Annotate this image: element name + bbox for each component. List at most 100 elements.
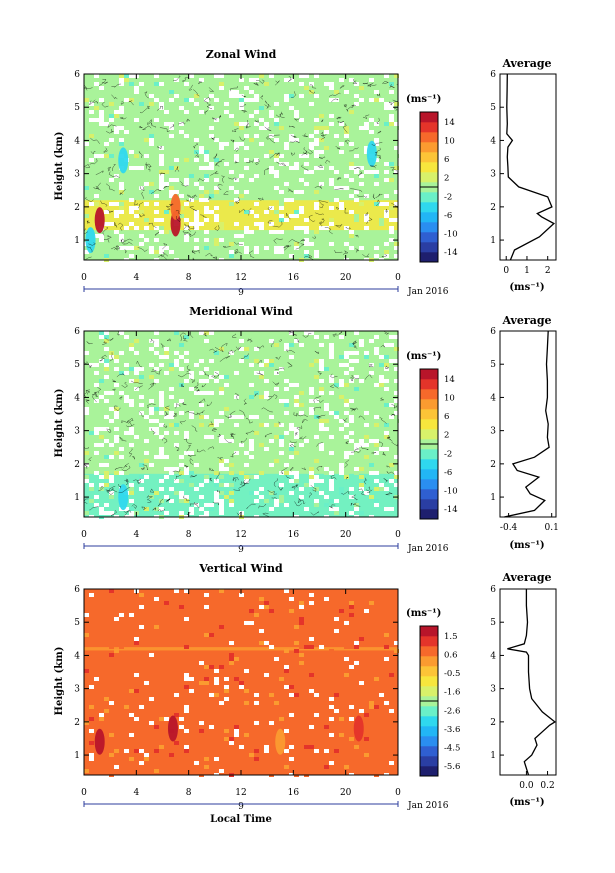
heatmap-missing-cell <box>129 733 134 737</box>
heatmap-cell <box>244 641 249 645</box>
heatmap-missing-cell <box>99 122 104 126</box>
heatmap-cell <box>249 475 254 479</box>
heatmap-missing-cell <box>159 395 164 399</box>
heatmap-missing-cell <box>389 343 394 347</box>
heatmap-cell <box>359 693 364 697</box>
heatmap-missing-cell <box>374 246 379 250</box>
heatmap-missing-cell <box>339 122 344 126</box>
heatmap-missing-cell <box>209 391 214 395</box>
heatmap-cell <box>259 114 264 118</box>
heatmap-cell <box>359 86 364 90</box>
heatmap-missing-cell <box>159 451 164 455</box>
heatmap-cell <box>179 343 184 347</box>
heatmap-missing-cell <box>154 431 159 435</box>
colorbar-tick-label: -2 <box>444 192 452 202</box>
heatmap-cell <box>164 230 169 234</box>
heatmap-missing-cell <box>174 351 179 355</box>
heatmap-cell <box>394 347 399 351</box>
heatmap-missing-cell <box>224 483 229 487</box>
heatmap-missing-cell <box>254 202 259 206</box>
heatmap-missing-cell <box>174 443 179 447</box>
heatmap-missing-cell <box>164 717 169 721</box>
average-profile-line <box>506 73 556 261</box>
heatmap-missing-cell <box>114 126 119 130</box>
heatmap-missing-cell <box>344 90 349 94</box>
y-tick-label: 3 <box>74 427 80 437</box>
heatmap-missing-cell <box>354 198 359 202</box>
colorbar-swatch <box>420 172 438 183</box>
heatmap-missing-cell <box>109 118 114 122</box>
heatmap-cell <box>389 178 394 182</box>
heatmap-cell <box>374 705 379 709</box>
heatmap-missing-cell <box>194 218 199 222</box>
heatmap-missing-cell <box>219 419 224 423</box>
heatmap-missing-cell <box>369 118 374 122</box>
heatmap-missing-cell <box>384 74 389 78</box>
heatmap-missing-cell <box>209 126 214 130</box>
heatmap-missing-cell <box>314 499 319 503</box>
heatmap-cell <box>199 194 204 198</box>
heatmap-missing-cell <box>204 435 209 439</box>
heatmap-missing-cell <box>394 367 399 371</box>
heatmap-missing-cell <box>314 206 319 210</box>
heatmap-missing-cell <box>289 214 294 218</box>
heatmap-missing-cell <box>339 335 344 339</box>
heatmap-cell <box>269 491 274 495</box>
heatmap-cell <box>349 234 354 238</box>
heatmap-missing-cell <box>129 427 134 431</box>
heatmap-missing-cell <box>234 154 239 158</box>
heatmap-missing-cell <box>389 90 394 94</box>
x-tick-label: 8 <box>186 530 192 540</box>
heatmap-missing-cell <box>284 685 289 689</box>
heatmap-cell <box>214 158 219 162</box>
heatmap-missing-cell <box>244 250 249 254</box>
heatmap-missing-cell <box>284 431 289 435</box>
heatmap-missing-cell <box>119 471 124 475</box>
heatmap-missing-cell <box>114 214 119 218</box>
heatmap-missing-cell <box>199 359 204 363</box>
heatmap-missing-cell <box>89 593 94 597</box>
heatmap-missing-cell <box>364 443 369 447</box>
heatmap-missing-cell <box>229 641 234 645</box>
heatmap-cell <box>354 387 359 391</box>
heatmap-cell <box>329 649 334 653</box>
heatmap-missing-cell <box>209 331 214 335</box>
heatmap-missing-cell <box>349 419 354 423</box>
heatmap-missing-cell <box>179 130 184 134</box>
vertical-date-label: Jan 2016 <box>407 801 449 811</box>
heatmap-missing-cell <box>179 194 184 198</box>
heatmap-cell <box>274 463 279 467</box>
heatmap-missing-cell <box>254 222 259 226</box>
heatmap-missing-cell <box>259 605 264 609</box>
heatmap-missing-cell <box>99 427 104 431</box>
heatmap-cell <box>219 387 224 391</box>
heatmap-cell <box>179 383 184 387</box>
heatmap-missing-cell <box>104 210 109 214</box>
heatmap-cell <box>219 721 224 725</box>
heatmap-missing-cell <box>384 431 389 435</box>
heatmap-missing-cell <box>374 182 379 186</box>
heatmap-missing-cell <box>319 427 324 431</box>
heatmap-missing-cell <box>324 335 329 339</box>
zonal-colorbar-unit: (ms⁻¹) <box>406 94 441 105</box>
heatmap-missing-cell <box>164 467 169 471</box>
heatmap-cell <box>319 419 324 423</box>
heatmap-missing-cell <box>214 98 219 102</box>
heatmap-missing-cell <box>184 359 189 363</box>
heatmap-cell <box>239 455 244 459</box>
vertical-wind-title: Vertical Wind <box>198 562 283 575</box>
heatmap-cell <box>229 463 234 467</box>
heatmap-missing-cell <box>314 142 319 146</box>
heatmap-missing-cell <box>214 214 219 218</box>
heatmap-missing-cell <box>149 399 154 403</box>
heatmap-cell <box>364 753 369 757</box>
heatmap-missing-cell <box>189 689 194 693</box>
heatmap-missing-cell <box>119 447 124 451</box>
heatmap-cell <box>204 150 209 154</box>
x-tick-label: 4 <box>133 788 139 798</box>
heatmap-missing-cell <box>109 138 114 142</box>
heatmap-missing-cell <box>119 106 124 110</box>
heatmap-cell <box>109 154 114 158</box>
heatmap-missing-cell <box>254 475 259 479</box>
heatmap-cell <box>384 355 389 359</box>
